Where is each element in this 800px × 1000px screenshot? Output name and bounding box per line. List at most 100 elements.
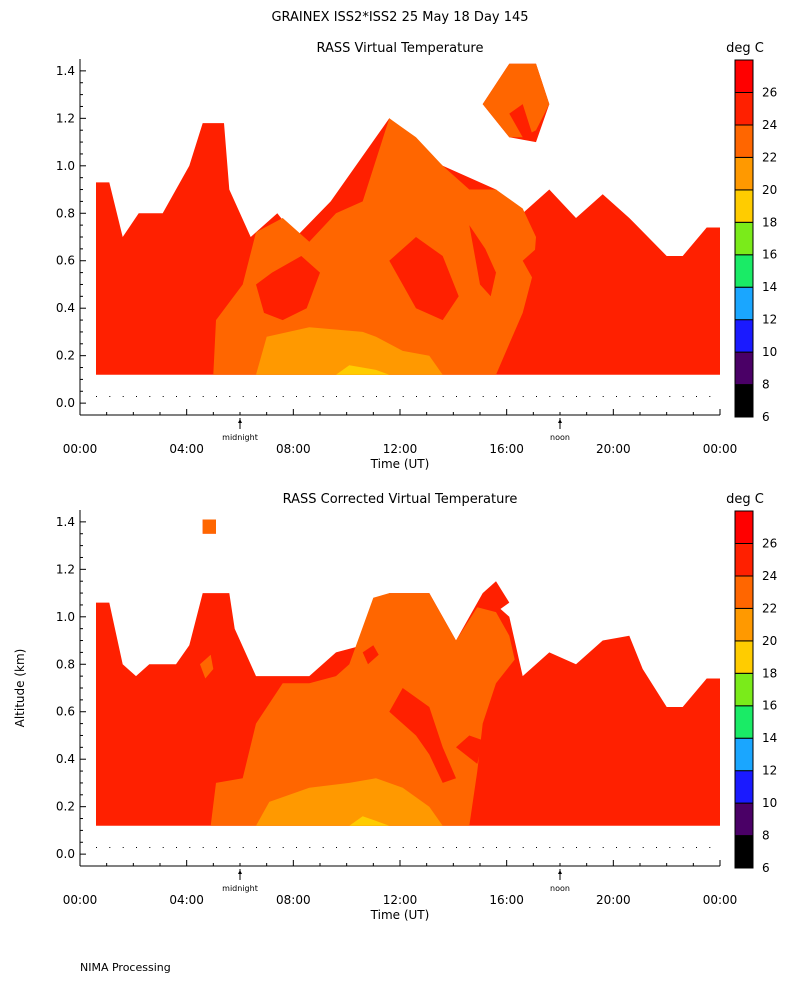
marker-noon-label: noon bbox=[550, 433, 570, 442]
marker-noon-arrow-icon bbox=[558, 870, 562, 874]
y-tick-label: 1.4 bbox=[56, 515, 75, 529]
gate-dot bbox=[282, 847, 284, 848]
gate-dot bbox=[336, 396, 337, 397]
marker-midnight-arrow-icon bbox=[238, 419, 242, 423]
contour-region-25-5-2 bbox=[389, 237, 459, 321]
gate-dot bbox=[402, 396, 404, 397]
chart-panel-2: RASS Corrected Virtual Temperature 0.0 0.2… bbox=[13, 492, 777, 922]
gate-dot bbox=[229, 847, 231, 848]
gate-dot bbox=[469, 847, 471, 848]
x-tick-label: 12:00 bbox=[383, 893, 418, 907]
colorbar-tick-label: 12 bbox=[762, 313, 777, 327]
gate-dot bbox=[669, 396, 671, 397]
colorbar: 6 8 10 12 14 16 18 20 22 24 26 deg C bbox=[726, 492, 777, 875]
chart-title: RASS Corrected Virtual Temperature bbox=[283, 492, 518, 507]
y-tick-label: 1.2 bbox=[56, 111, 75, 125]
colorbar-band-14 bbox=[734, 705, 754, 739]
chart-title: RASS Virtual Temperature bbox=[317, 41, 484, 56]
marker-noon-label: noon bbox=[550, 884, 570, 893]
gate-dot bbox=[429, 396, 431, 397]
contour-region-25-5-4 bbox=[362, 645, 379, 665]
gate-dot bbox=[322, 847, 324, 848]
colorbar-band-12 bbox=[734, 737, 754, 772]
gate-dot bbox=[682, 847, 684, 848]
colorbar-tick-label: 8 bbox=[762, 829, 770, 843]
gate-dot bbox=[136, 396, 137, 397]
gate-dot bbox=[469, 396, 471, 397]
colorbar-tick-label: 6 bbox=[762, 861, 770, 875]
gate-dot bbox=[242, 847, 244, 848]
colorbar-band-20 bbox=[734, 607, 754, 642]
colorbar-tick-label: 24 bbox=[762, 118, 777, 132]
y-tick-label: 0.2 bbox=[56, 349, 75, 363]
gate-dot bbox=[496, 847, 497, 848]
marker-noon-arrow-icon bbox=[558, 419, 562, 423]
gate-dot bbox=[602, 396, 604, 397]
y-tick-label: 1.2 bbox=[56, 562, 75, 576]
gate-dot bbox=[202, 847, 204, 848]
gate-dot bbox=[322, 396, 324, 397]
gate-dot bbox=[429, 847, 431, 848]
gate-dot bbox=[416, 847, 417, 848]
colorbar-band-18 bbox=[734, 189, 754, 223]
gate-dot bbox=[522, 847, 524, 848]
contour-region-25-5-5 bbox=[522, 248, 550, 285]
gate-dot bbox=[669, 847, 671, 848]
contour-region-19-4-1 bbox=[336, 365, 390, 375]
gate-dot bbox=[656, 396, 657, 397]
colorbar-band-10 bbox=[734, 319, 754, 353]
x-axis-label: Time (UT) bbox=[370, 908, 430, 922]
gate-dot bbox=[456, 847, 457, 848]
gate-dot bbox=[109, 396, 111, 397]
x-tick-label: 20:00 bbox=[596, 893, 631, 907]
gate-dot bbox=[376, 396, 377, 397]
gate-dot bbox=[549, 847, 551, 848]
gate-dot bbox=[616, 396, 617, 397]
contour-fill-group bbox=[96, 519, 720, 826]
gate-dot bbox=[136, 847, 137, 848]
y-tick-label: 0.6 bbox=[56, 254, 75, 268]
contour-region-19-4-1 bbox=[349, 816, 390, 826]
colorbar-tick-label: 20 bbox=[762, 634, 777, 648]
colorbar-band-10 bbox=[734, 770, 754, 804]
gate-dots bbox=[96, 396, 711, 397]
gate-dot bbox=[562, 396, 564, 397]
gate-dot bbox=[242, 396, 244, 397]
gate-dot bbox=[522, 396, 524, 397]
y-tick-label: 0.8 bbox=[56, 206, 75, 220]
gate-dot bbox=[616, 847, 617, 848]
gate-dot bbox=[269, 396, 271, 397]
gate-dot bbox=[589, 847, 591, 848]
gate-dot bbox=[149, 396, 151, 397]
x-axis-label: Time (UT) bbox=[370, 457, 430, 471]
gate-dot bbox=[509, 847, 511, 848]
colorbar-tick-label: 6 bbox=[762, 410, 770, 424]
gate-dot bbox=[642, 847, 644, 848]
gate-dot bbox=[349, 396, 351, 397]
gate-dot bbox=[389, 847, 391, 848]
colorbar-band-16 bbox=[734, 221, 754, 256]
x-tick-label: 16:00 bbox=[489, 442, 524, 456]
gate-dot bbox=[536, 847, 537, 848]
gate-dot bbox=[416, 396, 417, 397]
gate-dot bbox=[589, 396, 591, 397]
gate-dot bbox=[349, 847, 351, 848]
gate-dot bbox=[109, 847, 111, 848]
gate-dot bbox=[162, 396, 164, 397]
gate-dot bbox=[709, 396, 711, 397]
colorbar-tick-label: 26 bbox=[762, 537, 777, 551]
gate-dot bbox=[309, 396, 311, 397]
gate-dot bbox=[189, 847, 191, 848]
gate-dot bbox=[256, 396, 257, 397]
colorbar-tick-label: 22 bbox=[762, 150, 777, 164]
gate-dot bbox=[216, 847, 217, 848]
x-tick-label: 08:00 bbox=[276, 442, 311, 456]
y-tick-label: 0.4 bbox=[56, 752, 75, 766]
marker-midnight-label: midnight bbox=[222, 433, 258, 442]
colorbar-tick-label: 18 bbox=[762, 215, 777, 229]
colorbar-band-6 bbox=[734, 835, 754, 869]
gate-dot bbox=[176, 396, 177, 397]
contour-fill-group bbox=[96, 63, 720, 375]
gate-dot bbox=[629, 847, 631, 848]
